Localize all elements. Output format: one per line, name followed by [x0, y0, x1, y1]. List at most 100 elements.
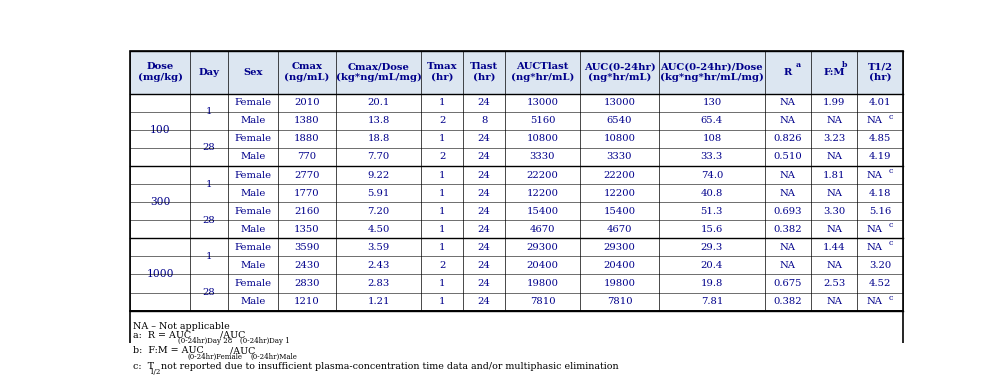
Text: Male: Male — [241, 297, 266, 306]
Text: 29300: 29300 — [604, 243, 635, 252]
Text: 33.3: 33.3 — [701, 152, 723, 161]
Text: Female: Female — [235, 243, 272, 252]
Text: NA: NA — [867, 225, 883, 234]
Text: Male: Male — [241, 261, 266, 270]
Text: 1.99: 1.99 — [823, 98, 845, 107]
Bar — [130, 51, 903, 94]
Text: 3.30: 3.30 — [823, 207, 845, 216]
Text: 1: 1 — [439, 225, 446, 234]
Text: NA: NA — [780, 116, 795, 125]
Text: 0.382: 0.382 — [773, 225, 802, 234]
Text: 1: 1 — [206, 252, 213, 261]
Text: Female: Female — [235, 134, 272, 143]
Text: not reported due to insufficient plasma-concentration time data and/or multiphas: not reported due to insufficient plasma-… — [158, 362, 619, 371]
Text: 5160: 5160 — [529, 116, 555, 125]
Text: 4.85: 4.85 — [869, 134, 891, 143]
Text: 1350: 1350 — [294, 225, 320, 234]
Text: 1.21: 1.21 — [367, 297, 390, 306]
Bar — [130, 184, 903, 202]
Text: (0-24hr)Male: (0-24hr)Male — [250, 353, 297, 361]
Text: NA: NA — [780, 171, 795, 179]
Text: 4.18: 4.18 — [869, 189, 891, 198]
Text: 19800: 19800 — [604, 279, 635, 288]
Text: 5.91: 5.91 — [367, 189, 390, 198]
Text: 7810: 7810 — [529, 297, 555, 306]
Text: 2010: 2010 — [294, 98, 320, 107]
Text: Tlast
(hr): Tlast (hr) — [470, 62, 498, 82]
Text: Female: Female — [235, 171, 272, 179]
Text: 24: 24 — [478, 189, 491, 198]
Text: 1.44: 1.44 — [823, 243, 846, 252]
Text: NA: NA — [867, 171, 883, 179]
Bar — [130, 293, 903, 311]
Text: 10800: 10800 — [526, 134, 558, 143]
Text: Female: Female — [235, 98, 272, 107]
Text: 1: 1 — [439, 134, 446, 143]
Text: 1/2: 1/2 — [149, 368, 160, 376]
Bar — [130, 220, 903, 238]
Text: NA: NA — [826, 116, 842, 125]
Bar — [130, 166, 903, 184]
Text: AUC(0-24hr)
(ng*hr/mL): AUC(0-24hr) (ng*hr/mL) — [584, 62, 655, 82]
Text: 29.3: 29.3 — [701, 243, 723, 252]
Text: 2.83: 2.83 — [367, 279, 390, 288]
Text: 6540: 6540 — [607, 116, 632, 125]
Bar — [130, 275, 903, 293]
Text: 40.8: 40.8 — [701, 189, 723, 198]
Text: 22200: 22200 — [604, 171, 635, 179]
Text: 28: 28 — [203, 143, 216, 152]
Bar — [130, 112, 903, 130]
Bar — [130, 51, 903, 311]
Text: 2830: 2830 — [294, 279, 320, 288]
Text: F:M: F:M — [824, 68, 845, 77]
Text: 130: 130 — [703, 98, 722, 107]
Text: 1: 1 — [439, 189, 446, 198]
Text: Tmax
(hr): Tmax (hr) — [427, 62, 458, 82]
Text: 7810: 7810 — [607, 297, 632, 306]
Text: Male: Male — [241, 225, 266, 234]
Text: 1: 1 — [439, 279, 446, 288]
Text: c: c — [888, 221, 892, 229]
Text: b: b — [842, 61, 847, 69]
Text: Male: Male — [241, 152, 266, 161]
Text: NA: NA — [867, 243, 883, 252]
Text: 7.20: 7.20 — [367, 207, 390, 216]
Text: 108: 108 — [703, 134, 722, 143]
Text: 19.8: 19.8 — [701, 279, 723, 288]
Text: Day: Day — [199, 68, 220, 77]
Text: NA: NA — [826, 297, 842, 306]
Text: 18.8: 18.8 — [367, 134, 390, 143]
Text: a: a — [795, 61, 800, 69]
Text: 4.50: 4.50 — [367, 225, 390, 234]
Text: 12200: 12200 — [526, 189, 558, 198]
Text: 29300: 29300 — [526, 243, 558, 252]
Text: 7.81: 7.81 — [701, 297, 723, 306]
Bar — [130, 148, 903, 166]
Text: 7.70: 7.70 — [367, 152, 390, 161]
Text: 2160: 2160 — [294, 207, 320, 216]
Text: 1: 1 — [439, 297, 446, 306]
Text: NA: NA — [867, 116, 883, 125]
Text: 4.52: 4.52 — [869, 279, 891, 288]
Text: 24: 24 — [478, 134, 491, 143]
Text: 65.4: 65.4 — [701, 116, 723, 125]
Text: 24: 24 — [478, 171, 491, 179]
Text: 0.382: 0.382 — [773, 297, 802, 306]
Text: b:  F:M = AUC: b: F:M = AUC — [133, 346, 204, 355]
Text: c: c — [888, 239, 892, 248]
Text: NA: NA — [826, 189, 842, 198]
Text: NA: NA — [826, 152, 842, 161]
Text: 2: 2 — [439, 152, 446, 161]
Text: 24: 24 — [478, 297, 491, 306]
Text: 3590: 3590 — [294, 243, 320, 252]
Text: 1: 1 — [439, 171, 446, 179]
Bar — [130, 238, 903, 256]
Text: 4.01: 4.01 — [869, 98, 891, 107]
Text: NA: NA — [867, 297, 883, 306]
Text: (0-24hr)Female: (0-24hr)Female — [187, 353, 243, 361]
Text: 28: 28 — [203, 216, 216, 225]
Text: 15400: 15400 — [526, 207, 558, 216]
Text: 3.23: 3.23 — [823, 134, 845, 143]
Text: 3.59: 3.59 — [367, 243, 390, 252]
Text: 1770: 1770 — [294, 189, 320, 198]
